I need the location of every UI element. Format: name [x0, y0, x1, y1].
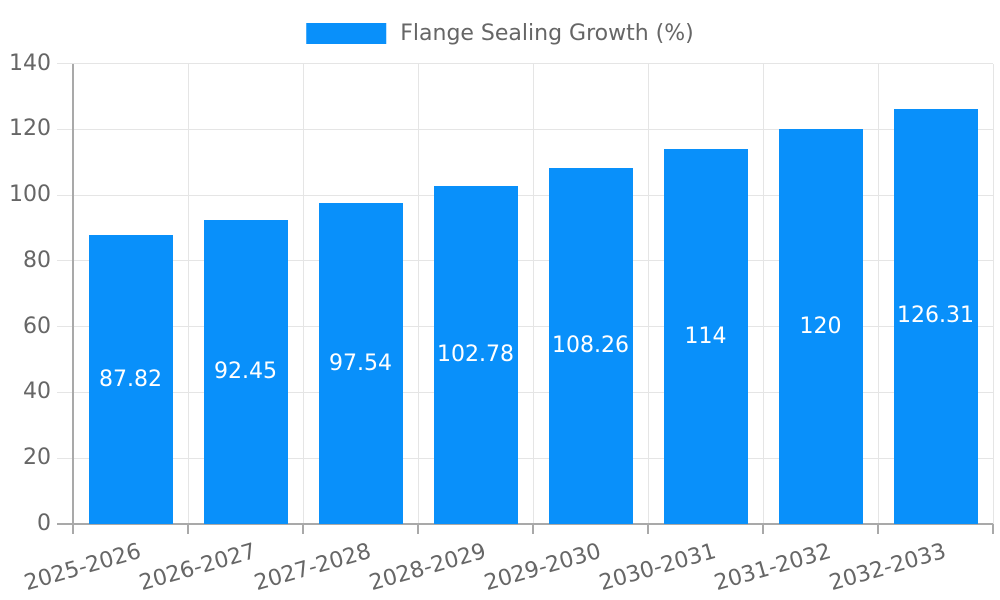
x-tick-label: 2029-2030	[481, 539, 604, 597]
x-tick-label: 2026-2027	[136, 539, 259, 597]
bar	[548, 167, 633, 524]
x-gridline	[762, 63, 764, 524]
x-tick-mark	[532, 524, 534, 534]
x-tick-label: 2030-2031	[596, 539, 719, 597]
bar	[893, 108, 978, 524]
bar-value-label: 87.82	[99, 366, 162, 392]
y-tick-label: 100	[9, 182, 51, 208]
x-gridline	[417, 63, 419, 524]
chart-legend: Flange Sealing Growth (%)	[306, 21, 694, 46]
bar	[88, 235, 173, 524]
x-gridline	[992, 63, 994, 524]
y-tick-label: 140	[9, 50, 51, 76]
x-axis	[57, 523, 993, 525]
y-tick-mark	[57, 457, 73, 459]
bar-value-label: 102.78	[437, 341, 514, 367]
bar	[663, 149, 748, 524]
y-tick-label: 40	[23, 379, 51, 405]
bar-value-label: 126.31	[897, 303, 974, 329]
x-tick-mark	[187, 524, 189, 534]
y-tick-mark	[57, 260, 73, 262]
bar-value-label: 108.26	[552, 332, 629, 358]
x-tick-label: 2028-2029	[366, 539, 489, 597]
x-tick-label: 2032-2033	[826, 539, 949, 597]
x-gridline	[877, 63, 879, 524]
y-tick-mark	[57, 391, 73, 393]
bar-value-label: 92.45	[214, 358, 277, 384]
bar	[433, 185, 518, 524]
bar-value-label: 97.54	[329, 350, 392, 376]
bar	[318, 203, 403, 524]
x-tick-mark	[417, 524, 419, 534]
y-tick-label: 120	[9, 116, 51, 142]
x-tick-mark	[302, 524, 304, 534]
y-tick-label: 80	[23, 247, 51, 273]
y-axis	[72, 63, 74, 534]
y-tick-label: 0	[37, 511, 51, 536]
bar	[778, 129, 863, 524]
x-tick-mark	[647, 524, 649, 534]
x-gridline	[187, 63, 189, 524]
y-tick-label: 20	[23, 445, 51, 471]
y-tick-mark	[57, 63, 73, 64]
y-tick-mark	[57, 326, 73, 328]
y-tick-mark	[57, 194, 73, 196]
x-gridline	[302, 63, 304, 524]
legend-label: Flange Sealing Growth (%)	[400, 21, 694, 46]
y-tick-mark	[57, 128, 73, 130]
bar-value-label: 120	[799, 313, 842, 339]
bar	[203, 219, 288, 524]
x-tick-label: 2027-2028	[251, 539, 374, 597]
x-tick-label: 2025-2026	[21, 539, 144, 597]
x-gridline	[532, 63, 534, 524]
y-tick-label: 60	[23, 313, 51, 339]
x-tick-label: 2031-2032	[711, 539, 834, 597]
x-tick-mark	[992, 524, 994, 534]
x-tick-mark	[762, 524, 764, 534]
x-tick-mark	[877, 524, 879, 534]
bar-value-label: 114	[684, 323, 727, 349]
legend-swatch	[306, 23, 387, 44]
x-gridline	[647, 63, 649, 524]
